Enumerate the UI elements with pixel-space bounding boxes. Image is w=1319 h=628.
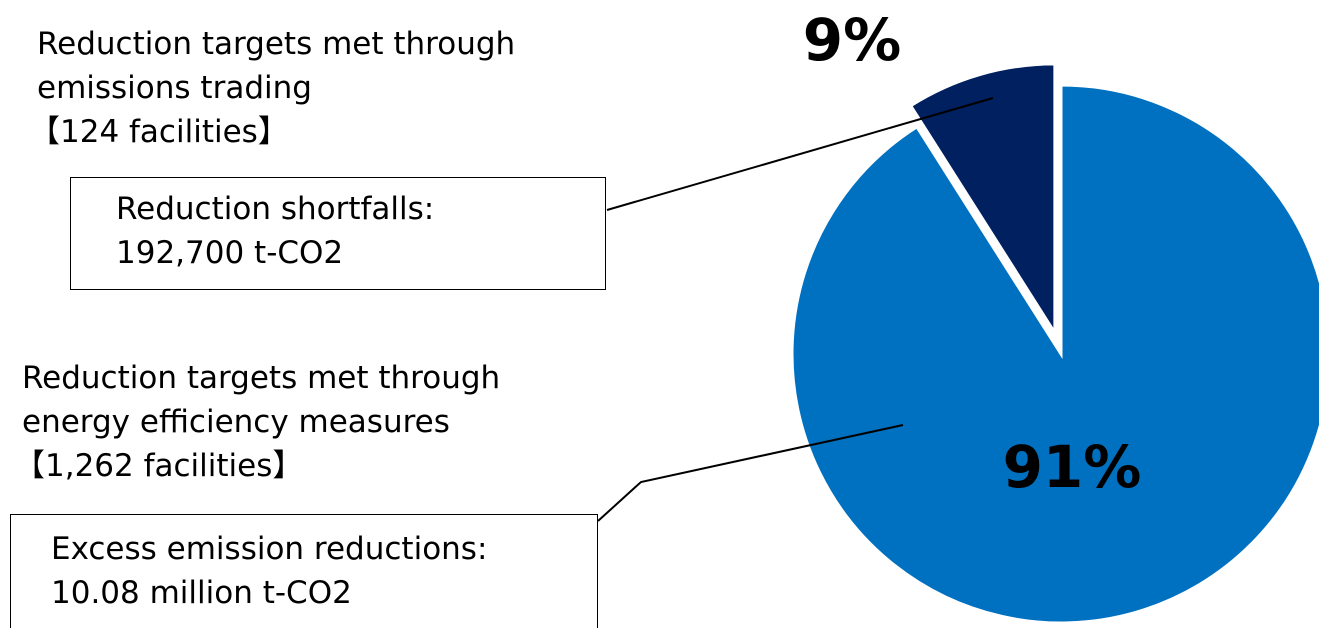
shortfall-callout-line-2: 192,700 t-CO2 (116, 235, 344, 271)
trading-facilities-count: 【124 facilities】 (29, 114, 289, 150)
shortfall-callout-box: Reduction shortfalls: 192,700 t-CO2 (70, 177, 606, 290)
leader-line-efficiency (597, 424, 904, 522)
slice-label-efficiency: 91% (1003, 433, 1142, 501)
pie-slice-efficiency (790, 83, 1319, 625)
excess-callout-box: Excess emission reductions: 10.08 millio… (10, 514, 598, 628)
trading-description: Reduction targets met through emissions … (29, 22, 516, 154)
pie-slice-trading (908, 62, 1057, 339)
leader-line-trading (606, 97, 994, 211)
efficiency-description-line-1: Reduction targets met through (22, 360, 501, 396)
excess-callout-line-2: 10.08 million t-CO2 (51, 575, 352, 611)
efficiency-facilities-count: 【1,262 facilities】 (14, 448, 304, 484)
efficiency-description-line-2: energy efficiency measures (22, 404, 450, 440)
shortfall-callout-line-1: Reduction shortfalls: (116, 191, 435, 227)
efficiency-description: Reduction targets met through energy eff… (14, 356, 501, 488)
trading-description-line-2: emissions trading (37, 70, 312, 106)
slice-label-trading: 9% (803, 6, 901, 74)
excess-callout-line-1: Excess emission reductions: (51, 531, 488, 567)
trading-description-line-1: Reduction targets met through (37, 26, 516, 62)
